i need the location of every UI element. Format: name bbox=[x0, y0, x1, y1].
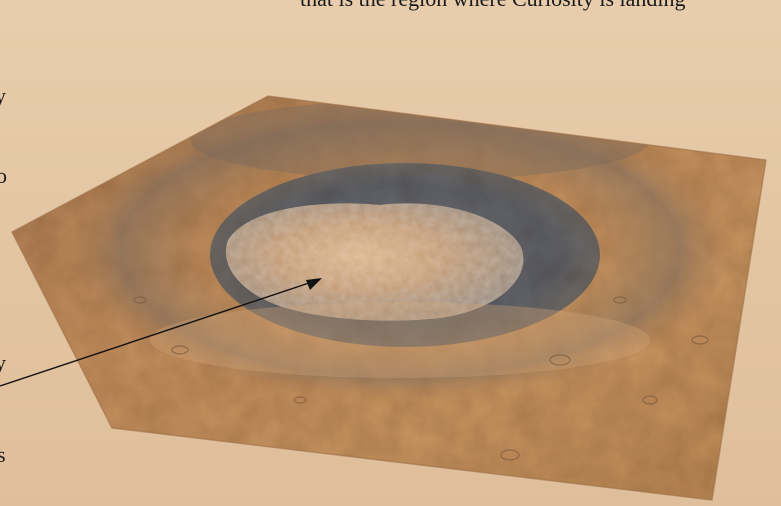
cropped-left-text-2: o bbox=[0, 163, 7, 188]
cropped-left-text-4: s bbox=[0, 442, 6, 467]
cropped-caption-text: that is the region where Curiosity is la… bbox=[300, 0, 686, 10]
cropped-left-text-1: y bbox=[0, 83, 6, 108]
terrain-plate bbox=[10, 95, 767, 501]
pointer-arrow-icon bbox=[0, 278, 322, 387]
central-mound bbox=[225, 203, 524, 321]
cropped-left-text-3: y bbox=[0, 350, 6, 375]
